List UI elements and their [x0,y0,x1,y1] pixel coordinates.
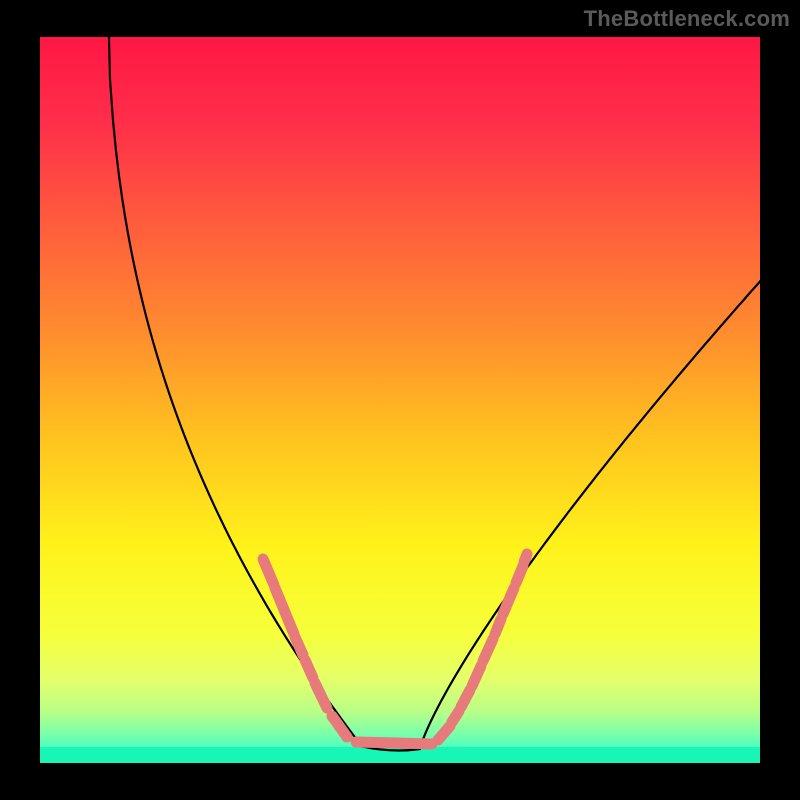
bottleneck-chart [0,0,800,800]
ribbon-segment [305,660,313,678]
ribbon-segment [295,637,303,655]
ribbon-segment [356,742,432,744]
watermark-text: TheBottleneck.com [584,6,790,32]
bottom-green-band [40,747,760,763]
plot-background-gradient [40,37,760,763]
ribbon-segment [516,566,523,583]
chart-container: { "watermark": { "text": "TheBottleneck.… [0,0,800,800]
ribbon-segment [524,554,527,562]
ribbon-segment [452,711,459,722]
ribbon-segment [495,619,501,634]
